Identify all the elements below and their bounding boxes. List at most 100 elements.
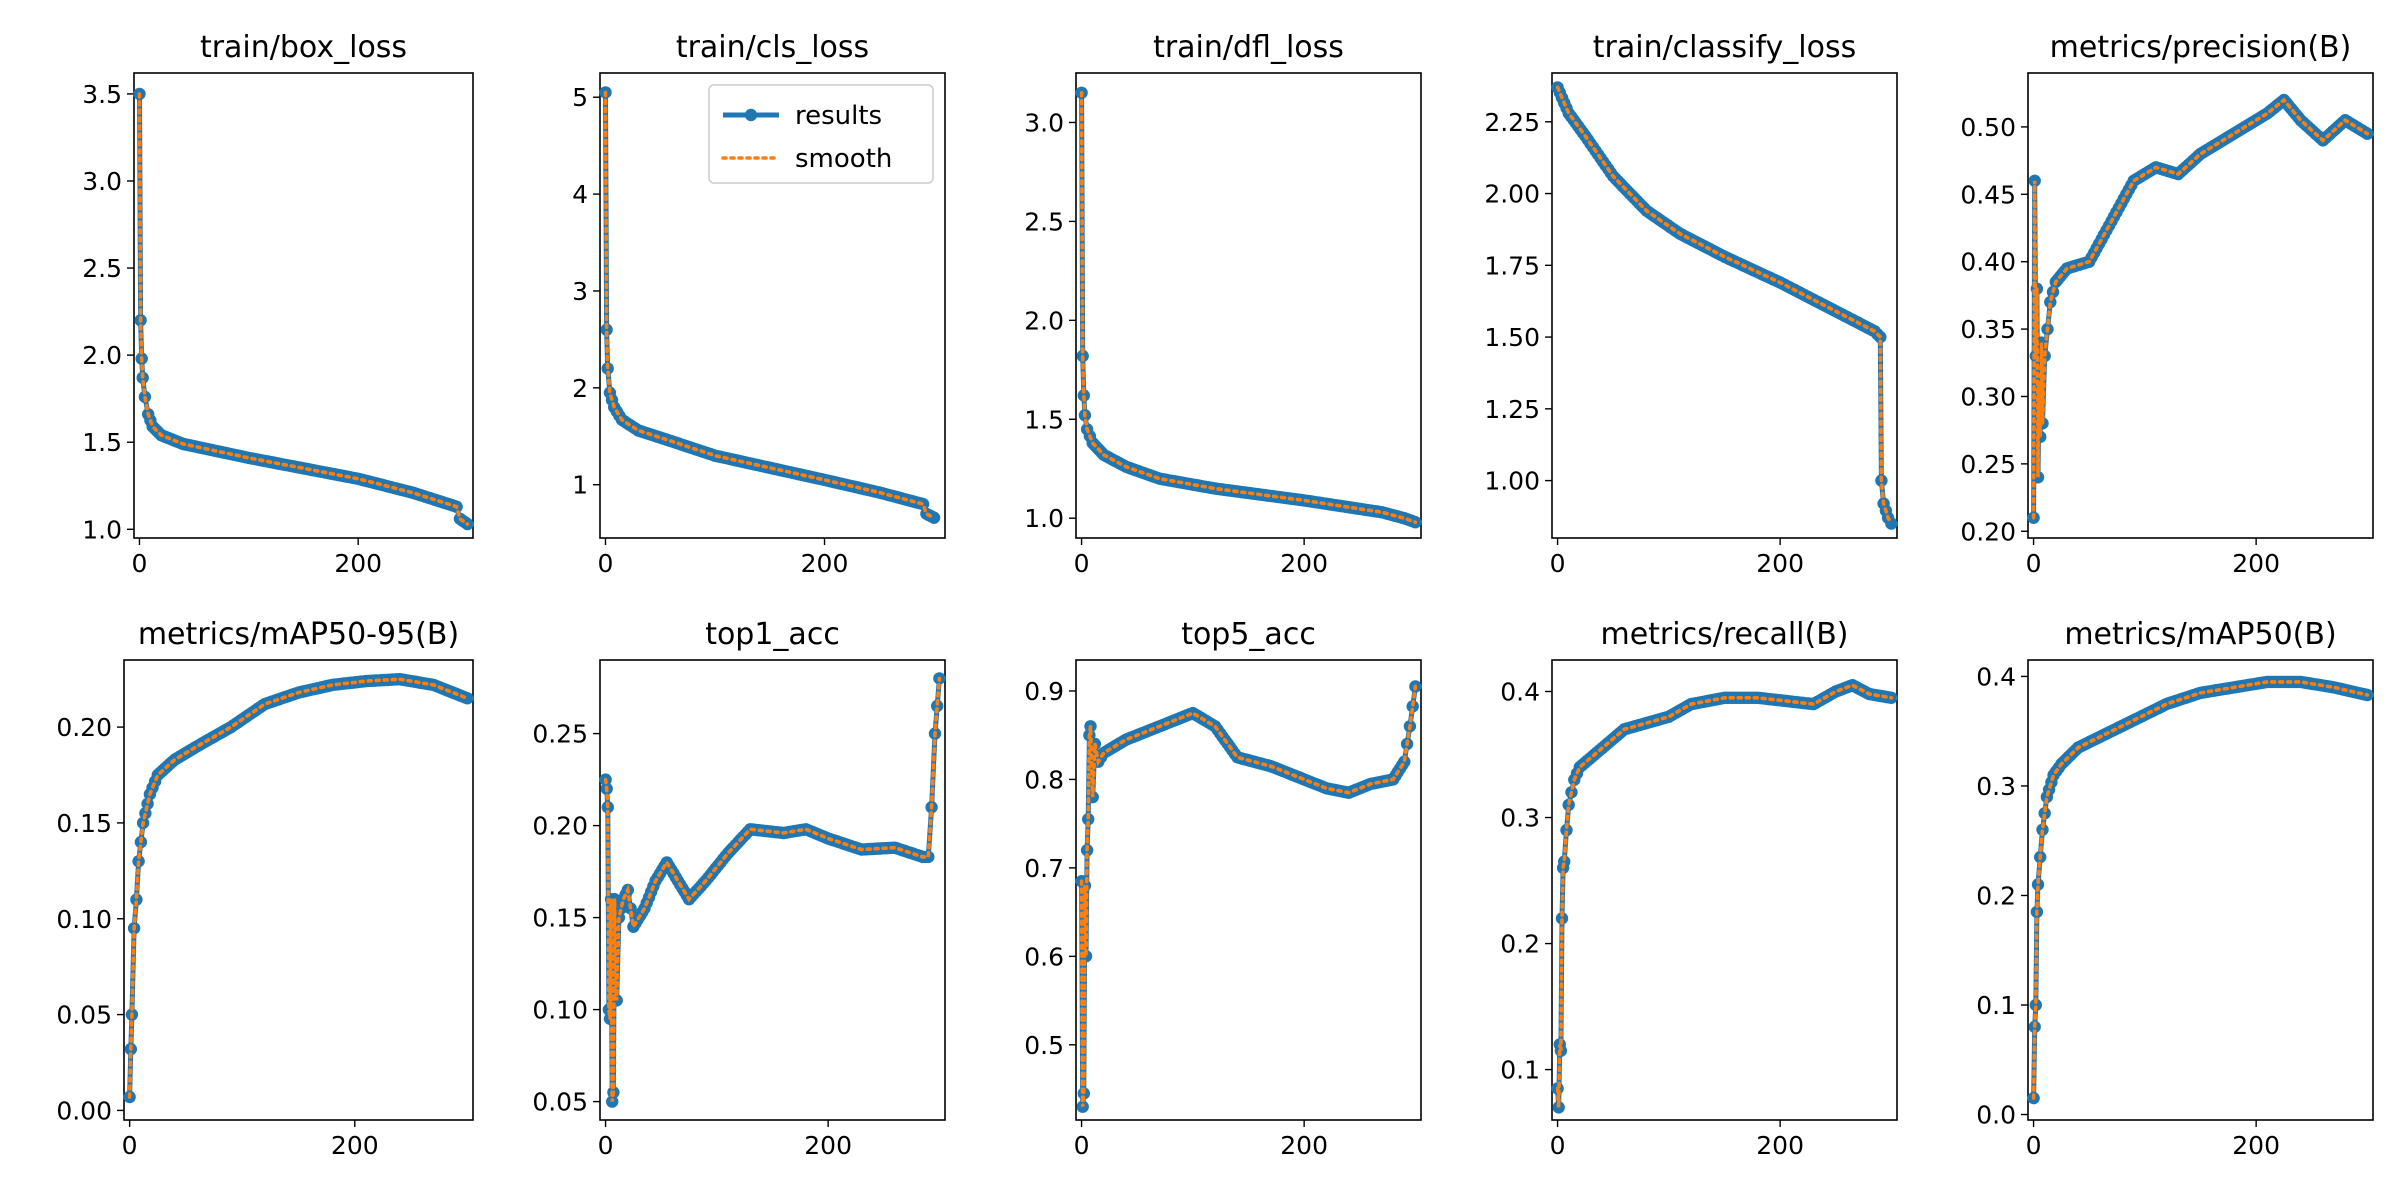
results-point — [2038, 807, 2051, 820]
x-tick-label: 0 — [598, 1131, 614, 1160]
x-tick-label: 200 — [1756, 1131, 1804, 1160]
axes-frame — [2027, 659, 2374, 1121]
y-tick-label: 3.0 — [82, 167, 122, 196]
y-tick-label: 0.0 — [1976, 1101, 2016, 1130]
axes-frame — [1551, 72, 1898, 539]
chart-title: train/dfl_loss — [1153, 30, 1344, 65]
y-tick-label: 0.20 — [56, 713, 112, 742]
chart-title: train/box_loss — [200, 30, 407, 65]
results-markers — [1551, 81, 1898, 530]
y-tick-label: 0.9 — [1024, 677, 1064, 706]
y-tick-label: 0.25 — [532, 720, 588, 749]
y-tick-label: 0.50 — [1960, 113, 2016, 142]
y-tick-label: 2.5 — [82, 254, 122, 283]
results-markers — [123, 673, 474, 1104]
y-tick-label: 3.0 — [1024, 108, 1064, 137]
y-tick-label: 0.40 — [1960, 248, 2016, 277]
smooth-line — [2031, 680, 2370, 1100]
axes-frame — [599, 72, 946, 539]
results-markers — [2027, 93, 2374, 524]
results-markers — [2027, 675, 2374, 1105]
axes-frame — [133, 72, 474, 539]
results-point — [1558, 855, 1571, 868]
chart-title: top1_acc — [705, 617, 840, 652]
x-tick-label: 200 — [1756, 549, 1804, 578]
smooth-line — [1079, 684, 1418, 1107]
smooth-line — [1555, 683, 1894, 1108]
chart-metrics-recall-b: metrics/recall(B) 0 200 0.1 0.2 0.3 0.4 — [1500, 617, 1898, 1160]
x-tick-label: 0 — [1074, 1131, 1090, 1160]
y-tick-label: 1.5 — [82, 428, 122, 457]
y-tick-label: 0.10 — [532, 996, 588, 1025]
y-tick-label: 0.2 — [1976, 881, 2016, 910]
results-point — [600, 323, 613, 336]
x-tick-label: 0 — [132, 549, 148, 578]
chart-title: metrics/mAP50(B) — [2064, 617, 2336, 652]
y-tick-label: 1.5 — [1024, 405, 1064, 434]
y-tick-label: 0.3 — [1500, 804, 1540, 833]
legend-results-label: results — [795, 101, 882, 131]
x-tick-label: 200 — [801, 549, 849, 578]
x-tick-label: 200 — [1280, 1131, 1328, 1160]
y-tick-label: 2.5 — [1024, 207, 1064, 236]
chart-title: train/classify_loss — [1593, 30, 1856, 65]
chart-title: metrics/recall(B) — [1600, 617, 1848, 652]
smooth-line — [2031, 97, 2370, 520]
x-tick-label: 0 — [1550, 1131, 1566, 1160]
smooth-line — [137, 92, 470, 526]
y-tick-label: 0.5 — [1024, 1031, 1064, 1060]
y-tick-label: 0.00 — [56, 1096, 112, 1125]
y-tick-label: 0.1 — [1500, 1056, 1540, 1085]
results-line — [1079, 92, 1417, 525]
results-point — [931, 699, 944, 713]
y-tick-label: 1.75 — [1484, 251, 1540, 280]
axes-frame — [2027, 72, 2374, 539]
results-markers — [1075, 680, 1422, 1113]
results-point — [1560, 823, 1573, 837]
y-tick-label: 0.15 — [56, 809, 112, 838]
y-tick-label: 1.00 — [1484, 467, 1540, 496]
results-markers — [133, 87, 474, 531]
chart-metrics-map50-b: metrics/mAP50(B) 0 200 0.0 0.1 0.2 0.3 0.4 — [1976, 617, 2374, 1160]
x-tick-label: 200 — [331, 1131, 379, 1160]
y-tick-label: 0.45 — [1960, 180, 2016, 209]
chart-metrics-map50-95-b: metrics/mAP50-95(B) 0 200 0.00 0.05 0.10 0.15 0… — [56, 617, 474, 1160]
y-tick-label: 2.00 — [1484, 180, 1540, 209]
y-tick-label: 0.1 — [1976, 991, 2016, 1020]
smooth-line — [603, 90, 936, 520]
x-tick-label: 0 — [1550, 549, 1566, 578]
y-tick-label: 2 — [572, 374, 588, 403]
x-tick-label: 200 — [334, 549, 382, 578]
x-tick-label: 0 — [2026, 549, 2042, 578]
results-point — [130, 893, 143, 906]
y-tick-label: 0.20 — [1960, 517, 2016, 546]
legend-results-marker — [744, 108, 758, 122]
chart-title: train/cls_loss — [676, 30, 869, 65]
y-tick-label: 0.35 — [1960, 315, 2016, 344]
x-tick-label: 200 — [2232, 549, 2280, 578]
results-line — [1079, 686, 1418, 1110]
y-tick-label: 1.50 — [1484, 323, 1540, 352]
y-tick-label: 3.5 — [82, 80, 122, 109]
axes-frame — [1551, 659, 1898, 1121]
results-markers — [1075, 86, 1422, 529]
results-point — [927, 511, 941, 524]
smooth-line — [1555, 85, 1894, 526]
results-point — [2044, 295, 2057, 309]
results-line — [137, 93, 469, 527]
y-tick-label: 0.05 — [56, 1001, 112, 1030]
y-tick-label: 1.0 — [82, 515, 122, 544]
results-line — [1555, 86, 1894, 525]
y-tick-label: 0.30 — [1960, 382, 2016, 411]
y-tick-label: 0.20 — [532, 812, 588, 841]
x-tick-label: 200 — [1280, 549, 1328, 578]
y-tick-label: 0.05 — [532, 1088, 588, 1117]
y-tick-label: 4 — [572, 180, 588, 209]
chart-title: metrics/mAP50-95(B) — [138, 617, 459, 652]
y-tick-label: 0.25 — [1960, 450, 2016, 479]
axes-frame — [1075, 72, 1422, 539]
y-tick-label: 1.0 — [1024, 504, 1064, 533]
x-tick-label: 0 — [2026, 1131, 2042, 1160]
y-tick-label: 0.4 — [1976, 662, 2016, 691]
